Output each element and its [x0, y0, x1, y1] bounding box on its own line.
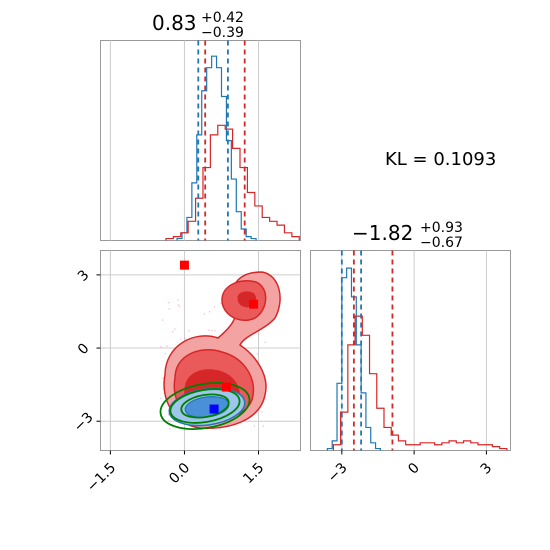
contour-y-ticks: 3 0 −3	[71, 267, 101, 435]
contour-panel: −1.5 0.0 1.5 3 0 −3	[71, 250, 301, 495]
green-contour-3	[180, 393, 230, 419]
hist-series-0	[176, 55, 257, 241]
top-histogram-title-plus: +0.42	[201, 10, 244, 26]
scatter-point	[171, 330, 174, 333]
hist-series-1	[165, 124, 300, 241]
scatter-point	[168, 308, 170, 310]
scatter-point	[161, 319, 164, 321]
top-histogram-title-minus: −0.39	[201, 25, 244, 41]
scatter-point	[167, 413, 170, 416]
kl-annotation: KL = 0.1093	[385, 149, 496, 170]
right-histogram-title-plus: +0.93	[420, 220, 463, 236]
right-histogram-title-value: −1.82	[352, 221, 413, 245]
scatter-point	[256, 353, 259, 355]
marker-1	[249, 299, 259, 309]
right-histogram-panel: −3 0 3 −1.82 +0.93 −0.67	[310, 220, 511, 486]
right-histogram-frame	[310, 250, 511, 451]
scatter-point	[210, 329, 213, 332]
scatter-point	[184, 337, 187, 340]
contour-markers	[179, 260, 259, 414]
contour-xtick-label-1: 0.0	[166, 460, 193, 487]
scatter-point	[168, 301, 170, 304]
top-histogram-title-value: 0.83	[152, 11, 197, 35]
right-histogram-title-minus: −0.67	[420, 235, 463, 251]
contour-x-ticks: −1.5 0.0 1.5	[84, 450, 267, 495]
scatter-point	[208, 329, 210, 332]
scatter-point	[220, 302, 222, 304]
right-xtick-label-1: 0	[405, 460, 423, 478]
scatter-point	[166, 345, 168, 348]
scatter-point	[179, 338, 182, 341]
top-histogram-panel: 0.83 +0.42 −0.39	[100, 10, 301, 241]
top-histogram-quantiles	[197, 40, 246, 241]
scatter-point	[177, 304, 180, 306]
marker-0	[179, 260, 189, 270]
scatter-point	[188, 329, 190, 332]
marker-2	[221, 382, 231, 392]
top-histogram-frame	[100, 40, 301, 241]
scatter-point	[257, 333, 260, 336]
scatter-point	[159, 345, 162, 348]
scatter-point	[262, 425, 265, 427]
scatter-point	[178, 305, 181, 308]
green-contours	[159, 382, 251, 430]
green-contour-2	[169, 388, 241, 424]
marker-3	[209, 404, 219, 414]
top-histogram-grid	[109, 40, 260, 241]
scatter-point	[253, 425, 256, 427]
scatter-point	[264, 341, 266, 344]
scatter-point	[214, 329, 216, 332]
scatter-point	[208, 310, 211, 313]
scatter-point	[261, 411, 263, 413]
contour-ytick-label-1: 0	[75, 340, 93, 358]
contour-xtick-label-2: 1.5	[240, 460, 267, 487]
scatter-point	[213, 305, 216, 308]
scatter-point	[174, 328, 176, 330]
scatter-point	[167, 419, 170, 422]
scatter-point	[160, 397, 162, 400]
right-xtick-label-0: −3	[325, 460, 351, 486]
scatter-point	[164, 352, 167, 355]
right-xtick-label-2: 3	[478, 460, 496, 478]
hist-series-1	[332, 315, 508, 451]
right-histogram-x-ticks: −3 0 3	[325, 450, 496, 486]
top-histogram-bars	[165, 55, 300, 241]
contour-ytick-label-2: −3	[71, 409, 97, 435]
green-contour-1	[159, 382, 251, 430]
contour-xtick-label-0: −1.5	[84, 460, 119, 495]
contour-ytick-label-0: 3	[75, 267, 93, 285]
scatter-point	[169, 427, 171, 430]
scatter-point	[162, 377, 165, 379]
scatter-point	[177, 299, 179, 301]
right-histogram-quantiles	[340, 250, 394, 451]
scatter-point	[203, 313, 206, 315]
